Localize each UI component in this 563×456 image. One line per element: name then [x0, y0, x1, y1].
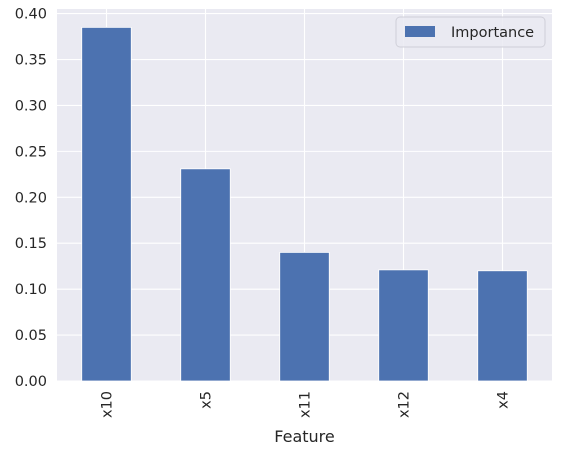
legend-label: Importance: [451, 25, 534, 41]
y-tick-label: 0.25: [15, 144, 47, 160]
y-tick-label: 0.40: [15, 7, 47, 23]
x-tick-label: x5: [199, 391, 215, 409]
x-tick-label: x12: [397, 391, 413, 418]
legend: Importance: [395, 16, 546, 48]
y-tick-label: 0.20: [15, 190, 47, 206]
x-tick-labels: x10 x5 x11 x12 x4: [100, 391, 512, 418]
y-tick-labels: 0.00 0.05 0.10 0.15 0.20 0.25 0.30 0.35 0.40: [15, 7, 47, 390]
y-tick-label: 0.30: [15, 98, 47, 114]
bar-x10: [81, 26, 132, 382]
y-tick-label: 0.00: [15, 374, 47, 390]
bar-x11: [279, 252, 330, 382]
y-tick-label: 0.10: [15, 282, 47, 298]
bar-x12: [378, 269, 429, 382]
x-tick-label: x4: [496, 391, 512, 409]
bar-x4: [477, 270, 528, 382]
y-tick-label: 0.35: [15, 53, 47, 69]
y-tick-label: 0.15: [15, 236, 47, 252]
legend-swatch: [405, 26, 435, 37]
x-axis-label: Feature: [274, 427, 334, 446]
y-tick-label: 0.05: [15, 328, 47, 344]
bar-x5: [180, 168, 231, 382]
x-tick-label: x11: [298, 391, 314, 418]
legend-box: [395, 16, 546, 48]
bars: [81, 26, 528, 382]
x-tick-label: x10: [100, 391, 116, 418]
